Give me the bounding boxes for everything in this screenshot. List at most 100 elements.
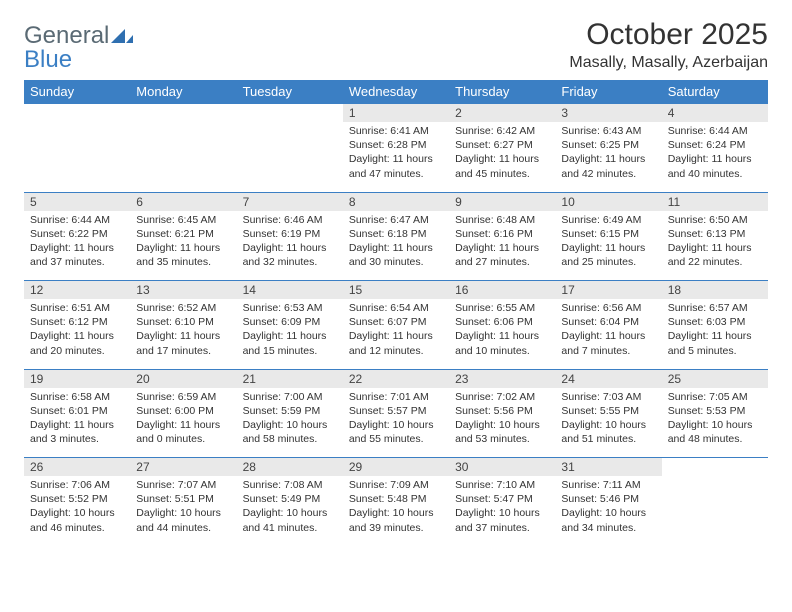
daylight-text: Daylight: 11 hours and 27 minutes. [455,241,549,269]
sunrise-text: Sunrise: 6:58 AM [30,390,124,404]
day-detail: Sunrise: 6:54 AMSunset: 6:07 PMDaylight:… [343,299,449,369]
empty-cell [130,122,236,192]
sunset-text: Sunset: 5:59 PM [243,404,337,418]
day-detail: Sunrise: 6:59 AMSunset: 6:00 PMDaylight:… [130,388,236,458]
sunrise-text: Sunrise: 6:50 AM [668,213,762,227]
dow-header: Sunday [24,80,130,104]
sunset-text: Sunset: 6:12 PM [30,315,124,329]
sunset-text: Sunset: 6:10 PM [136,315,230,329]
daylight-text: Daylight: 10 hours and 48 minutes. [668,418,762,446]
sunset-text: Sunset: 6:13 PM [668,227,762,241]
sunrise-text: Sunrise: 7:10 AM [455,478,549,492]
day-number: 19 [24,369,130,388]
calendar-body: 1234Sunrise: 6:41 AMSunset: 6:28 PMDayli… [24,104,768,539]
day-number: 28 [237,458,343,477]
daylight-text: Daylight: 10 hours and 37 minutes. [455,506,549,534]
daylight-text: Daylight: 11 hours and 37 minutes. [30,241,124,269]
sunset-text: Sunset: 5:47 PM [455,492,549,506]
daylight-text: Daylight: 10 hours and 53 minutes. [455,418,549,446]
dow-header: Monday [130,80,236,104]
day-detail: Sunrise: 7:03 AMSunset: 5:55 PMDaylight:… [555,388,661,458]
day-detail: Sunrise: 7:09 AMSunset: 5:48 PMDaylight:… [343,476,449,539]
sunrise-text: Sunrise: 6:55 AM [455,301,549,315]
sunset-text: Sunset: 6:25 PM [561,138,655,152]
dow-header: Thursday [449,80,555,104]
sunrise-text: Sunrise: 6:45 AM [136,213,230,227]
sunrise-text: Sunrise: 7:00 AM [243,390,337,404]
day-number: 12 [24,281,130,300]
day-number: 8 [343,192,449,211]
sunset-text: Sunset: 6:01 PM [30,404,124,418]
location: Masally, Masally, Azerbaijan [569,54,768,72]
sunset-text: Sunset: 6:24 PM [668,138,762,152]
sunrise-text: Sunrise: 6:52 AM [136,301,230,315]
empty-cell [662,458,768,477]
logo-word1: General [24,22,109,49]
week-detail-row: Sunrise: 6:44 AMSunset: 6:22 PMDaylight:… [24,211,768,281]
sunset-text: Sunset: 6:06 PM [455,315,549,329]
empty-cell [130,104,236,123]
day-detail: Sunrise: 6:50 AMSunset: 6:13 PMDaylight:… [662,211,768,281]
sunset-text: Sunset: 6:28 PM [349,138,443,152]
logo-word2: Blue [24,46,72,73]
title-block: October 2025 Masally, Masally, Azerbaija… [569,18,768,72]
dow-header: Wednesday [343,80,449,104]
calendar-head: SundayMondayTuesdayWednesdayThursdayFrid… [24,80,768,104]
day-number: 1 [343,104,449,123]
day-detail: Sunrise: 6:55 AMSunset: 6:06 PMDaylight:… [449,299,555,369]
daylight-text: Daylight: 11 hours and 20 minutes. [30,329,124,357]
sunrise-text: Sunrise: 6:44 AM [668,124,762,138]
week-detail-row: Sunrise: 6:41 AMSunset: 6:28 PMDaylight:… [24,122,768,192]
sunrise-text: Sunrise: 6:44 AM [30,213,124,227]
empty-cell [24,104,130,123]
day-number: 21 [237,369,343,388]
daylight-text: Daylight: 11 hours and 22 minutes. [668,241,762,269]
sunrise-text: Sunrise: 6:49 AM [561,213,655,227]
sunrise-text: Sunrise: 6:57 AM [668,301,762,315]
day-number: 3 [555,104,661,123]
sunset-text: Sunset: 6:15 PM [561,227,655,241]
daylight-text: Daylight: 11 hours and 3 minutes. [30,418,124,446]
week-daynum-row: 262728293031 [24,458,768,477]
sunset-text: Sunset: 5:46 PM [561,492,655,506]
daylight-text: Daylight: 11 hours and 25 minutes. [561,241,655,269]
empty-cell [237,122,343,192]
calendar-table: SundayMondayTuesdayWednesdayThursdayFrid… [24,80,768,539]
sunset-text: Sunset: 6:03 PM [668,315,762,329]
day-number: 25 [662,369,768,388]
sunrise-text: Sunrise: 7:07 AM [136,478,230,492]
sunset-text: Sunset: 6:04 PM [561,315,655,329]
sunset-text: Sunset: 5:56 PM [455,404,549,418]
day-detail: Sunrise: 6:57 AMSunset: 6:03 PMDaylight:… [662,299,768,369]
empty-cell [662,476,768,539]
sunrise-text: Sunrise: 6:54 AM [349,301,443,315]
logo-sail-icon [111,24,133,48]
day-detail: Sunrise: 6:58 AMSunset: 6:01 PMDaylight:… [24,388,130,458]
week-detail-row: Sunrise: 6:58 AMSunset: 6:01 PMDaylight:… [24,388,768,458]
day-detail: Sunrise: 6:44 AMSunset: 6:22 PMDaylight:… [24,211,130,281]
week-daynum-row: 12131415161718 [24,281,768,300]
day-detail: Sunrise: 7:10 AMSunset: 5:47 PMDaylight:… [449,476,555,539]
sunset-text: Sunset: 5:53 PM [668,404,762,418]
logo: General Blue [24,24,133,72]
sunset-text: Sunset: 6:18 PM [349,227,443,241]
page-title: October 2025 [569,18,768,52]
daylight-text: Daylight: 10 hours and 55 minutes. [349,418,443,446]
daylight-text: Daylight: 11 hours and 47 minutes. [349,152,443,180]
day-detail: Sunrise: 7:06 AMSunset: 5:52 PMDaylight:… [24,476,130,539]
day-number: 23 [449,369,555,388]
daylight-text: Daylight: 11 hours and 17 minutes. [136,329,230,357]
day-detail: Sunrise: 6:45 AMSunset: 6:21 PMDaylight:… [130,211,236,281]
sunrise-text: Sunrise: 7:06 AM [30,478,124,492]
daylight-text: Daylight: 11 hours and 5 minutes. [668,329,762,357]
day-number: 30 [449,458,555,477]
dow-header: Tuesday [237,80,343,104]
sunrise-text: Sunrise: 6:51 AM [30,301,124,315]
day-number: 27 [130,458,236,477]
sunset-text: Sunset: 6:07 PM [349,315,443,329]
sunset-text: Sunset: 6:21 PM [136,227,230,241]
day-detail: Sunrise: 7:01 AMSunset: 5:57 PMDaylight:… [343,388,449,458]
day-number: 15 [343,281,449,300]
sunset-text: Sunset: 5:52 PM [30,492,124,506]
sunset-text: Sunset: 5:57 PM [349,404,443,418]
